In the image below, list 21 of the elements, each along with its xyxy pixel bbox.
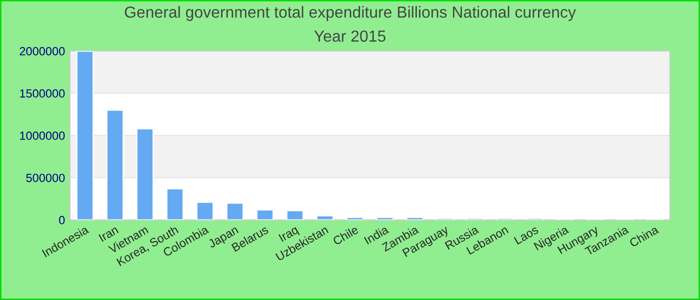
y-tick-label: 1000000 [20,131,65,140]
bar [196,201,214,220]
bar [286,210,304,220]
bar [76,51,94,220]
bar [346,216,364,220]
y-tick-label: 500000 [26,174,65,182]
bar [166,188,184,220]
bar [106,109,124,220]
bar [406,216,424,220]
bar [136,128,154,220]
y-tick-label: 0 [59,216,65,224]
bar [256,209,274,220]
x-tick-label: China [628,224,660,248]
bar [226,202,244,220]
chart-title: General government total expenditure Billions National currency [124,6,576,21]
y-tick-label: 1500000 [20,89,65,98]
bar [376,216,394,220]
x-tick-label: Chile [332,225,359,246]
bar [316,214,334,220]
y-tick-label: 2000000 [20,47,65,56]
chart-subtitle: Year 2015 [314,30,386,42]
